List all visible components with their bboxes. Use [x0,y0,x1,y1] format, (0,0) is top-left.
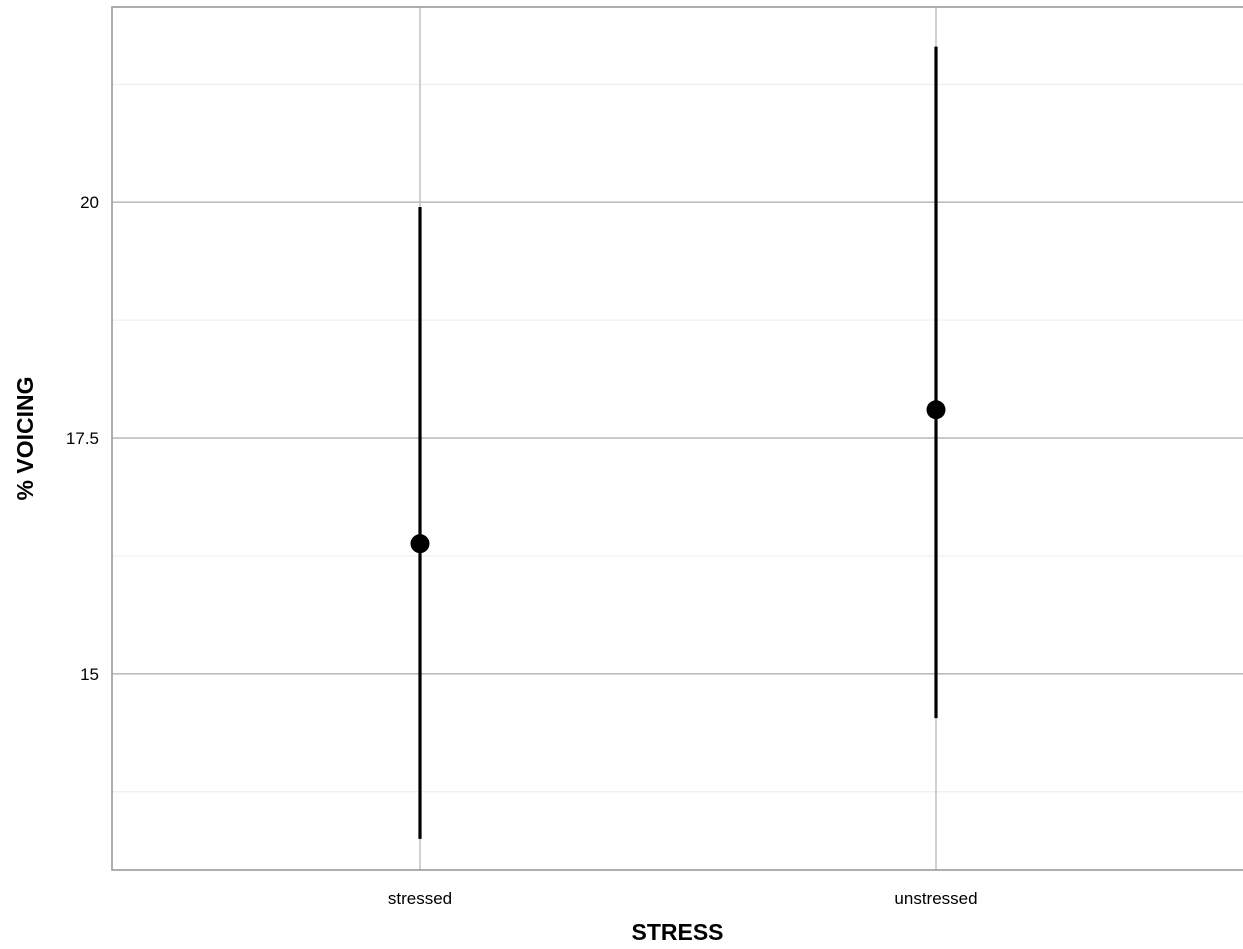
y-axis-title: % VOICING [12,377,38,501]
point-unstressed [926,400,946,420]
error-bars [418,46,938,839]
x-tick-labels: stressed unstressed [388,889,978,908]
x-tick-label: stressed [388,889,452,908]
point-stressed [410,534,430,554]
y-tick-label: 17.5 [66,429,99,448]
y-tick-label: 20 [80,193,99,212]
gridlines [112,7,1243,870]
x-tick-label: unstressed [894,889,977,908]
y-tick-labels: 15 17.5 20 [66,193,99,684]
x-axis-title: STRESS [631,919,723,945]
points [410,400,946,554]
y-tick-label: 15 [80,665,99,684]
panel-border [111,6,1243,871]
